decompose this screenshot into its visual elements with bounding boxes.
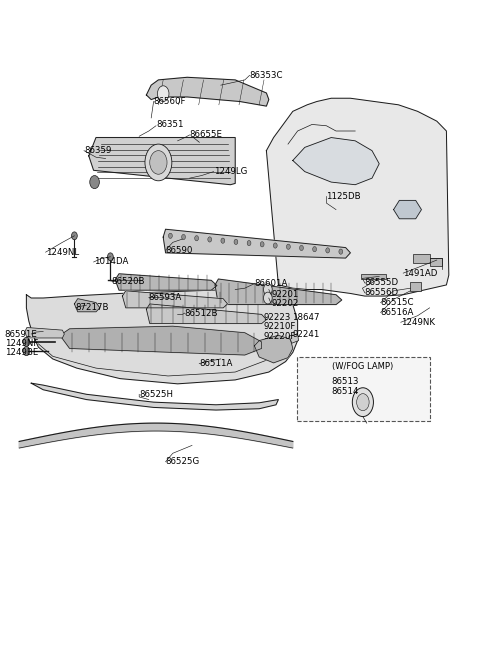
Text: 86556D: 86556D: [365, 288, 399, 297]
Polygon shape: [163, 229, 350, 258]
Text: 86520B: 86520B: [112, 277, 145, 286]
Text: 86516A: 86516A: [381, 308, 414, 317]
Circle shape: [23, 337, 30, 346]
Text: 86525G: 86525G: [166, 457, 200, 466]
Text: 1014DA: 1014DA: [94, 257, 128, 267]
Text: 92223: 92223: [264, 312, 291, 322]
Circle shape: [339, 249, 343, 254]
Text: 86513: 86513: [331, 377, 359, 386]
Text: 86512B: 86512B: [185, 309, 218, 318]
Circle shape: [264, 284, 272, 295]
Circle shape: [145, 144, 172, 181]
Circle shape: [208, 237, 212, 242]
Circle shape: [195, 236, 199, 241]
Polygon shape: [394, 200, 421, 219]
Circle shape: [168, 233, 172, 238]
Text: 86511A: 86511A: [199, 359, 233, 368]
Polygon shape: [430, 258, 442, 266]
Circle shape: [287, 244, 290, 250]
Circle shape: [23, 346, 30, 356]
Text: 92220F: 92220F: [264, 331, 296, 341]
Circle shape: [300, 246, 303, 251]
Text: 86593A: 86593A: [149, 293, 182, 302]
Polygon shape: [289, 334, 299, 343]
Polygon shape: [26, 290, 298, 384]
Text: 18647: 18647: [292, 312, 320, 322]
Circle shape: [90, 176, 99, 189]
Circle shape: [221, 238, 225, 243]
Text: 92201: 92201: [271, 290, 299, 299]
Polygon shape: [31, 383, 278, 410]
Text: 1249NK: 1249NK: [401, 318, 435, 327]
Text: 1249NL: 1249NL: [46, 248, 79, 257]
Text: 86525H: 86525H: [139, 390, 173, 399]
Text: 92202: 92202: [271, 299, 299, 309]
Text: 92210F: 92210F: [264, 322, 296, 331]
Text: 87217B: 87217B: [76, 303, 109, 312]
Polygon shape: [361, 274, 386, 279]
Polygon shape: [410, 282, 421, 291]
Circle shape: [72, 232, 77, 240]
Text: 86590: 86590: [166, 246, 193, 255]
Circle shape: [234, 239, 238, 244]
Text: 86591E: 86591E: [5, 329, 37, 339]
Circle shape: [150, 151, 167, 174]
Text: 92241: 92241: [293, 329, 320, 339]
Text: 1125DB: 1125DB: [326, 192, 361, 201]
Polygon shape: [60, 326, 262, 355]
Circle shape: [157, 86, 169, 102]
Text: (W/FOG LAMP): (W/FOG LAMP): [333, 362, 394, 371]
Polygon shape: [19, 423, 293, 448]
Text: 86655E: 86655E: [190, 130, 223, 139]
Polygon shape: [293, 138, 379, 185]
Circle shape: [357, 394, 369, 411]
Circle shape: [352, 388, 373, 417]
Text: 86353C: 86353C: [250, 71, 283, 80]
Polygon shape: [25, 328, 64, 338]
Circle shape: [181, 234, 185, 240]
Circle shape: [264, 292, 272, 304]
Circle shape: [247, 240, 251, 246]
Text: 1249NF: 1249NF: [5, 339, 38, 348]
Text: 1249BE: 1249BE: [5, 348, 38, 357]
Polygon shape: [146, 77, 269, 106]
Text: 86560F: 86560F: [154, 97, 186, 106]
Polygon shape: [146, 304, 266, 324]
Text: 86601A: 86601A: [254, 279, 288, 288]
Text: 86555D: 86555D: [365, 278, 399, 288]
Text: 1491AD: 1491AD: [403, 269, 438, 278]
Text: 86351: 86351: [156, 120, 183, 129]
Polygon shape: [215, 279, 342, 305]
FancyBboxPatch shape: [297, 357, 430, 421]
Circle shape: [260, 242, 264, 247]
Text: 86515C: 86515C: [381, 298, 414, 307]
Text: 86359: 86359: [84, 146, 111, 155]
Polygon shape: [74, 299, 100, 312]
Polygon shape: [254, 335, 293, 363]
Text: 1249LG: 1249LG: [214, 167, 247, 176]
Polygon shape: [413, 254, 430, 263]
Polygon shape: [89, 138, 235, 185]
Circle shape: [312, 246, 316, 252]
Polygon shape: [266, 98, 449, 296]
Polygon shape: [122, 291, 228, 308]
Circle shape: [108, 253, 113, 261]
Text: 86514: 86514: [331, 386, 359, 396]
Circle shape: [326, 248, 330, 253]
Circle shape: [273, 243, 277, 248]
Polygon shape: [115, 274, 217, 290]
